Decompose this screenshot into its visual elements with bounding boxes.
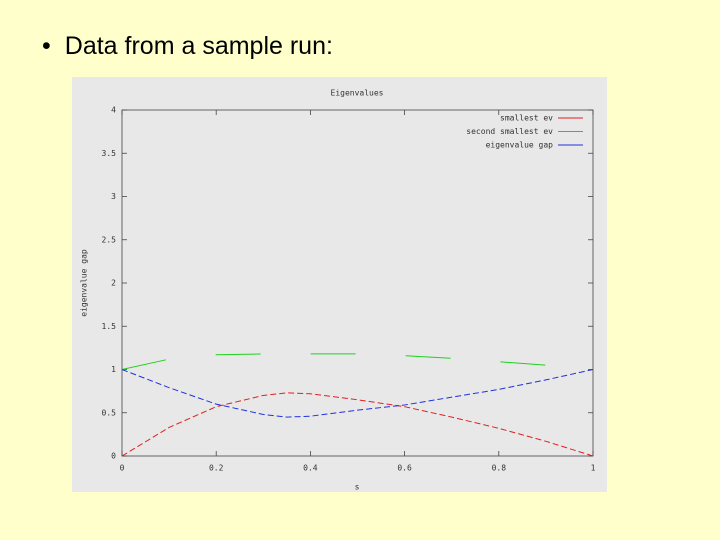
y-tick-label: 1 [111, 365, 116, 374]
y-tick-label: 3.5 [102, 149, 117, 158]
x-axis-label: s [355, 483, 360, 492]
chart-title: Eigenvalues [331, 89, 384, 98]
y-tick-label: 3 [111, 192, 116, 201]
series-line [121, 353, 594, 370]
chart-background [72, 77, 607, 492]
x-tick-label: 1 [591, 464, 596, 473]
bullet: • Data from a sample run: [42, 32, 333, 60]
bullet-text: Data from a sample run: [64, 32, 333, 60]
y-tick-label: 4 [111, 106, 116, 115]
y-tick-label: 0 [111, 452, 116, 461]
x-tick-label: 0 [120, 464, 125, 473]
x-tick-label: 0.6 [397, 464, 412, 473]
legend-label: smallest ev [500, 114, 553, 123]
x-tick-label: 0.8 [492, 464, 507, 473]
legend-label: eigenvalue gap [486, 141, 554, 150]
series-line [121, 392, 594, 457]
y-tick-label: 0.5 [102, 408, 117, 417]
y-tick-label: 2 [111, 279, 116, 288]
y-tick-label: 2.5 [102, 235, 117, 244]
x-tick-label: 0.2 [209, 464, 224, 473]
y-tick-label: 1.5 [102, 322, 117, 331]
series-line [121, 369, 594, 418]
legend-label: second smallest ev [466, 127, 553, 136]
y-axis-label: eigenvalue gap [80, 249, 89, 317]
x-tick-label: 0.4 [303, 464, 318, 473]
